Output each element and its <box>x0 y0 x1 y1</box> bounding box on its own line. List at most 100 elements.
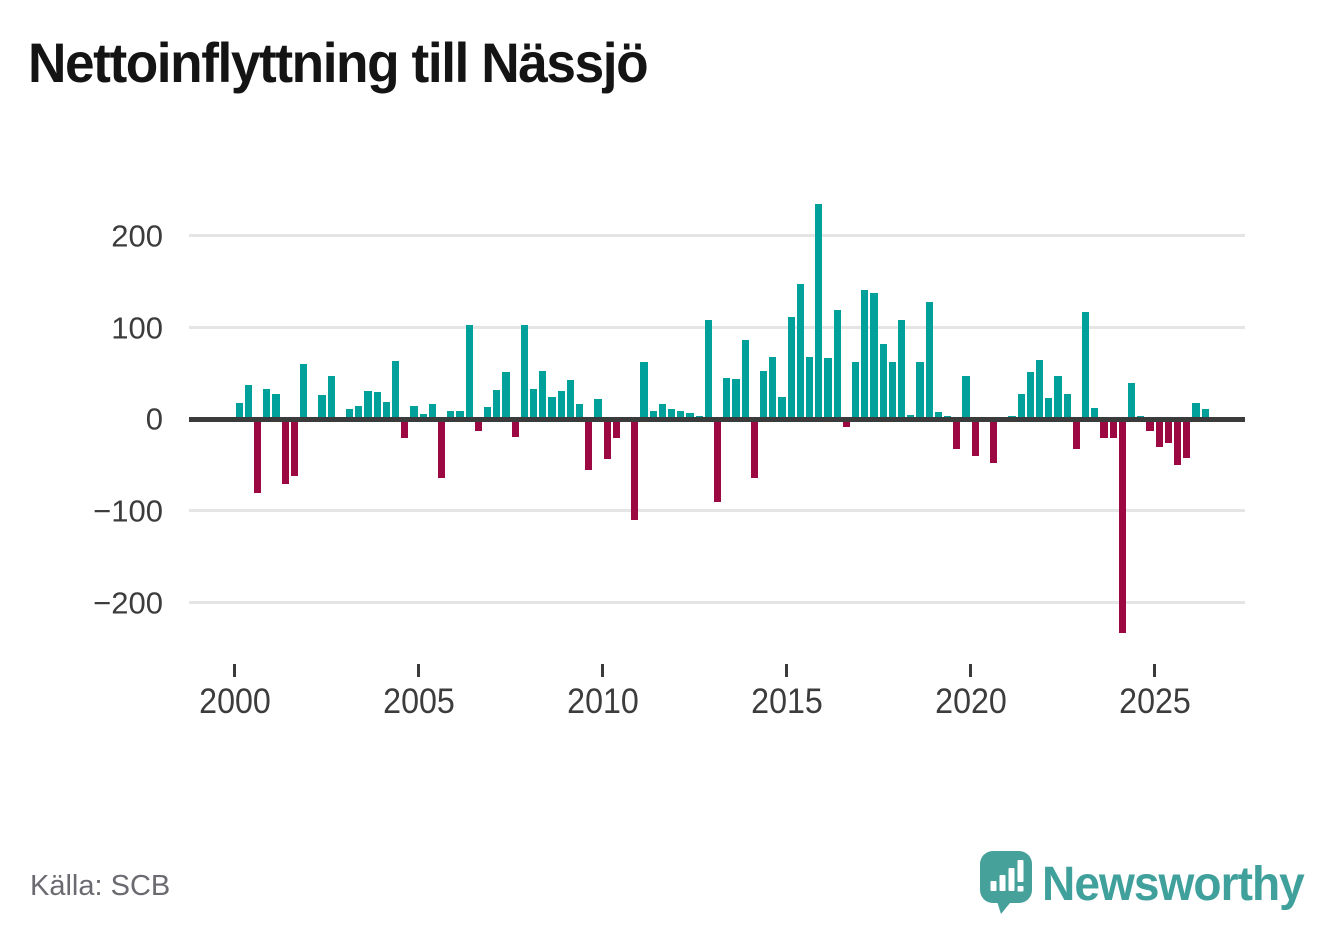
bar <box>897 320 906 420</box>
bar <box>447 410 455 420</box>
x-tick-label: 2020 <box>934 682 1007 721</box>
bar <box>1100 419 1108 438</box>
bar <box>493 389 501 420</box>
bar <box>925 301 933 420</box>
bar <box>539 370 547 420</box>
bar <box>1118 419 1127 633</box>
bar <box>1017 394 1025 420</box>
bar <box>327 376 335 420</box>
gridline <box>189 509 1245 513</box>
bar <box>235 402 243 420</box>
bar <box>953 419 961 449</box>
source-note: Källa: SCB <box>30 870 171 902</box>
bar <box>1155 419 1163 447</box>
bar <box>299 364 308 420</box>
bar <box>1035 359 1044 420</box>
bar <box>971 419 979 456</box>
bar <box>741 340 749 420</box>
bar <box>594 399 602 420</box>
bar <box>916 362 924 420</box>
bar <box>640 362 648 420</box>
y-tick-label: 100 <box>111 310 163 346</box>
newsworthy-logo: Newsworthy <box>980 850 1305 920</box>
bar <box>787 317 795 420</box>
x-tick-label: 2015 <box>750 682 823 721</box>
bar <box>879 344 887 420</box>
bar <box>769 356 777 420</box>
bar <box>529 388 538 420</box>
bar <box>1045 398 1053 420</box>
bar <box>1072 419 1081 450</box>
bar <box>815 203 823 420</box>
gridline <box>189 601 1245 604</box>
x-tick-mark <box>1153 664 1157 677</box>
gridline <box>189 234 1245 238</box>
bar <box>842 419 851 427</box>
bar <box>677 410 685 420</box>
bar <box>686 412 694 420</box>
bar <box>345 409 354 420</box>
bar <box>272 394 280 420</box>
bar <box>658 403 667 420</box>
bar <box>364 390 372 420</box>
bar <box>1091 408 1099 420</box>
bar <box>1173 419 1182 465</box>
x-tick-label: 2005 <box>382 682 455 721</box>
bar <box>934 411 943 420</box>
bar <box>1183 419 1191 458</box>
bar <box>437 419 446 478</box>
x-tick-mark <box>601 664 605 677</box>
bar <box>373 391 381 420</box>
x-tick-mark <box>785 664 789 677</box>
bar <box>456 410 464 420</box>
bar <box>1192 402 1200 420</box>
chart-title: Nettoinflyttning till Nässjö <box>28 31 649 94</box>
bar <box>410 406 418 420</box>
bar <box>1201 409 1209 420</box>
bar <box>631 419 639 520</box>
bar <box>1146 419 1154 432</box>
bar <box>603 419 611 459</box>
bar <box>1054 376 1062 420</box>
x-tick-label: 2000 <box>198 682 271 721</box>
bar <box>833 310 841 420</box>
bar <box>778 397 786 420</box>
speech-bubble-bar-chart-icon <box>980 851 1032 914</box>
bar <box>318 395 326 420</box>
bar <box>382 401 391 420</box>
bar <box>419 413 427 420</box>
newsworthy-wordmark: Newsworthy <box>1042 858 1305 911</box>
bar <box>391 360 400 420</box>
bar <box>1109 419 1117 438</box>
bar <box>1026 372 1035 420</box>
bar <box>575 403 584 420</box>
y-tick-label: 200 <box>111 218 163 254</box>
bar <box>732 378 740 420</box>
bar <box>851 362 860 420</box>
x-tick-mark <box>969 664 973 677</box>
bar <box>253 419 262 493</box>
bar <box>465 324 473 420</box>
bar <box>428 403 437 420</box>
bar <box>474 419 483 432</box>
bar <box>713 419 722 502</box>
bar <box>796 283 805 420</box>
bar <box>566 379 575 420</box>
bar <box>585 419 593 470</box>
bar <box>355 406 363 420</box>
x-tick-mark <box>233 664 237 677</box>
bar <box>612 419 621 438</box>
y-tick-label: −100 <box>93 493 163 529</box>
bar <box>824 357 832 420</box>
y-tick-label: 0 <box>145 401 163 437</box>
bar <box>1063 394 1071 420</box>
bar <box>805 356 814 420</box>
bar <box>723 377 731 420</box>
bar <box>667 409 676 420</box>
y-tick-label: −200 <box>93 585 163 620</box>
x-tick-mark <box>417 664 421 677</box>
bar <box>759 370 768 420</box>
bar <box>1081 311 1090 420</box>
bar <box>888 362 897 420</box>
bar <box>520 324 529 420</box>
